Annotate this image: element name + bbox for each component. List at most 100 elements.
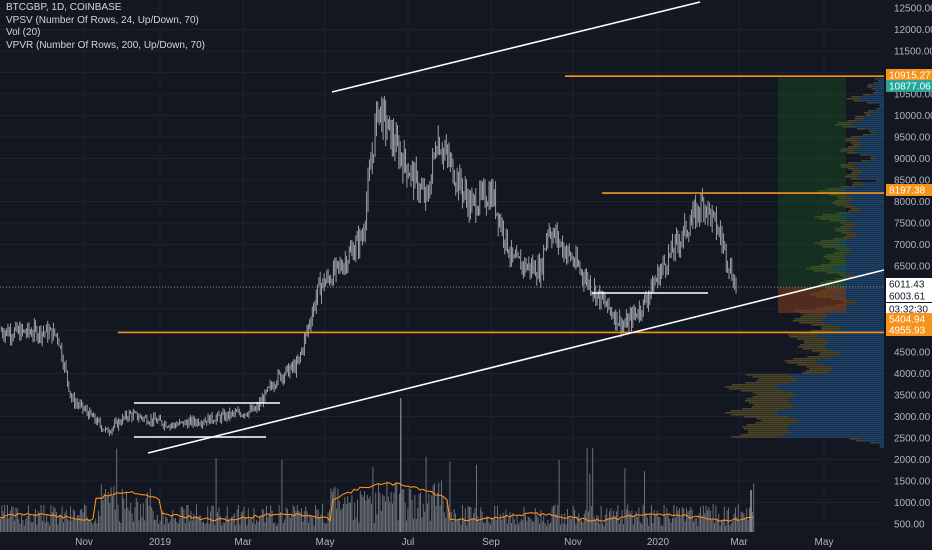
volume-profile-row bbox=[854, 232, 884, 234]
volume-bar bbox=[614, 515, 616, 532]
volume-bar bbox=[345, 504, 347, 532]
volume-profile-row bbox=[788, 382, 884, 384]
volume-profile-row bbox=[821, 320, 884, 322]
volume-bar bbox=[85, 505, 87, 532]
position-stop-zone[interactable] bbox=[778, 287, 846, 314]
volume-bar bbox=[110, 487, 112, 532]
volume-bar bbox=[712, 504, 714, 532]
volume-bar bbox=[663, 504, 665, 532]
price-axis-label: 9000.00 bbox=[894, 154, 931, 165]
volume-profile-row bbox=[838, 190, 884, 192]
volume-bar bbox=[183, 509, 185, 532]
volume-bar bbox=[141, 516, 143, 532]
volume-profile-row-down bbox=[846, 98, 859, 100]
price-tag-countdown bbox=[886, 303, 932, 315]
volume-bar bbox=[79, 509, 81, 532]
volume-bar bbox=[324, 524, 326, 532]
volume-bar bbox=[380, 511, 382, 532]
volume-bar bbox=[407, 508, 409, 532]
volume-profile-row-down bbox=[805, 370, 830, 372]
volume-bar bbox=[252, 522, 253, 532]
volume-bar bbox=[525, 514, 526, 532]
volume-bar bbox=[127, 507, 129, 532]
volume-profile-row-down bbox=[745, 382, 789, 384]
volume-bar bbox=[120, 523, 122, 532]
volume-bar bbox=[674, 517, 676, 532]
volume-profile-row bbox=[774, 412, 884, 414]
volume-bar bbox=[411, 499, 413, 532]
volume-bar bbox=[739, 521, 741, 532]
volume-bar bbox=[467, 505, 469, 532]
volume-bar bbox=[15, 507, 17, 532]
volume-bar bbox=[589, 474, 591, 532]
volume-bar bbox=[432, 485, 434, 532]
volume-profile-row-down bbox=[866, 114, 872, 116]
symbol-title[interactable]: BTCGBP, 1D, COINBASE bbox=[6, 2, 122, 13]
volume-profile-row-down bbox=[862, 134, 870, 136]
volume-bar bbox=[452, 521, 454, 532]
volume-bar bbox=[44, 522, 46, 532]
time-axis-label: Mar bbox=[234, 537, 252, 548]
volume-profile-row-down bbox=[756, 394, 797, 396]
volume-profile-row bbox=[864, 116, 884, 118]
volume-profile-row-down bbox=[822, 246, 842, 248]
volume-bar bbox=[560, 524, 561, 532]
price-tag-level bbox=[886, 184, 932, 196]
volume-bar bbox=[217, 512, 218, 532]
volume-profile-row bbox=[776, 388, 884, 390]
volume-bar bbox=[387, 496, 389, 532]
volume-profile-row-down bbox=[842, 276, 856, 278]
volume-bar bbox=[707, 510, 708, 532]
volume-profile-row-down bbox=[879, 444, 881, 446]
volume-bar bbox=[201, 522, 203, 532]
volume-profile-row bbox=[841, 246, 884, 248]
volume-profile-row-down bbox=[841, 148, 855, 150]
indicator-vpsv-label[interactable]: VPSV (Number Of Rows, 24, Up/Down, 70) bbox=[6, 14, 199, 26]
volume-bar bbox=[543, 515, 545, 532]
volume-bar bbox=[98, 510, 99, 532]
volume-bar bbox=[261, 508, 263, 532]
volume-profile-row bbox=[850, 124, 884, 126]
volume-bar bbox=[12, 506, 14, 532]
volume-profile-row-down bbox=[853, 182, 863, 184]
time-scale[interactable]: Nov 2019 Mar May Jul Sep Nov 2020 Mar May bbox=[75, 537, 833, 548]
volume-bar bbox=[530, 519, 532, 532]
volume-profile-row bbox=[860, 178, 884, 180]
volume-profile-row bbox=[848, 238, 884, 240]
volume-bar bbox=[180, 506, 182, 532]
volume-bar bbox=[526, 520, 528, 532]
volume-profile-row bbox=[854, 148, 884, 150]
volume-profile-row bbox=[855, 300, 884, 302]
volume-bar bbox=[343, 503, 344, 532]
volume-profile-row bbox=[880, 104, 884, 106]
volume-bar bbox=[523, 506, 525, 532]
upper-trend-line[interactable] bbox=[331, 1, 701, 93]
volume-bar bbox=[648, 525, 650, 532]
volume-profile-row bbox=[787, 416, 884, 418]
volume-bar bbox=[306, 511, 308, 532]
volume-profile-row-down bbox=[839, 274, 854, 276]
volume-bar bbox=[317, 509, 319, 532]
volume-bar bbox=[190, 510, 192, 532]
indicator-vpvr-label[interactable]: VPVR (Number Of Rows, 200, Up/Down, 70) bbox=[6, 39, 205, 51]
price-tag-label: 6003.61 bbox=[889, 292, 926, 303]
volume-profile-row-down bbox=[730, 414, 779, 416]
price-tag-level bbox=[886, 324, 932, 336]
volume-profile-row bbox=[839, 282, 884, 284]
volume-bar bbox=[746, 508, 748, 532]
lower-trend-line[interactable] bbox=[147, 269, 885, 454]
volume-bar bbox=[215, 458, 217, 532]
volume-bar bbox=[628, 510, 630, 532]
volume-profile-row bbox=[825, 312, 884, 314]
price-axis-label: 10000.00 bbox=[894, 111, 932, 122]
position-target-zone[interactable] bbox=[778, 77, 846, 288]
volume-profile-row bbox=[830, 268, 884, 270]
volume-moving-average bbox=[0, 482, 753, 522]
volume-profile-row-down bbox=[747, 432, 791, 434]
volume-bar bbox=[96, 523, 98, 532]
indicator-volume-label[interactable]: Vol (20) bbox=[6, 27, 41, 38]
price-axis-label: 11500.00 bbox=[894, 47, 932, 58]
volume-bar bbox=[93, 521, 95, 532]
volume-bar bbox=[287, 508, 288, 532]
